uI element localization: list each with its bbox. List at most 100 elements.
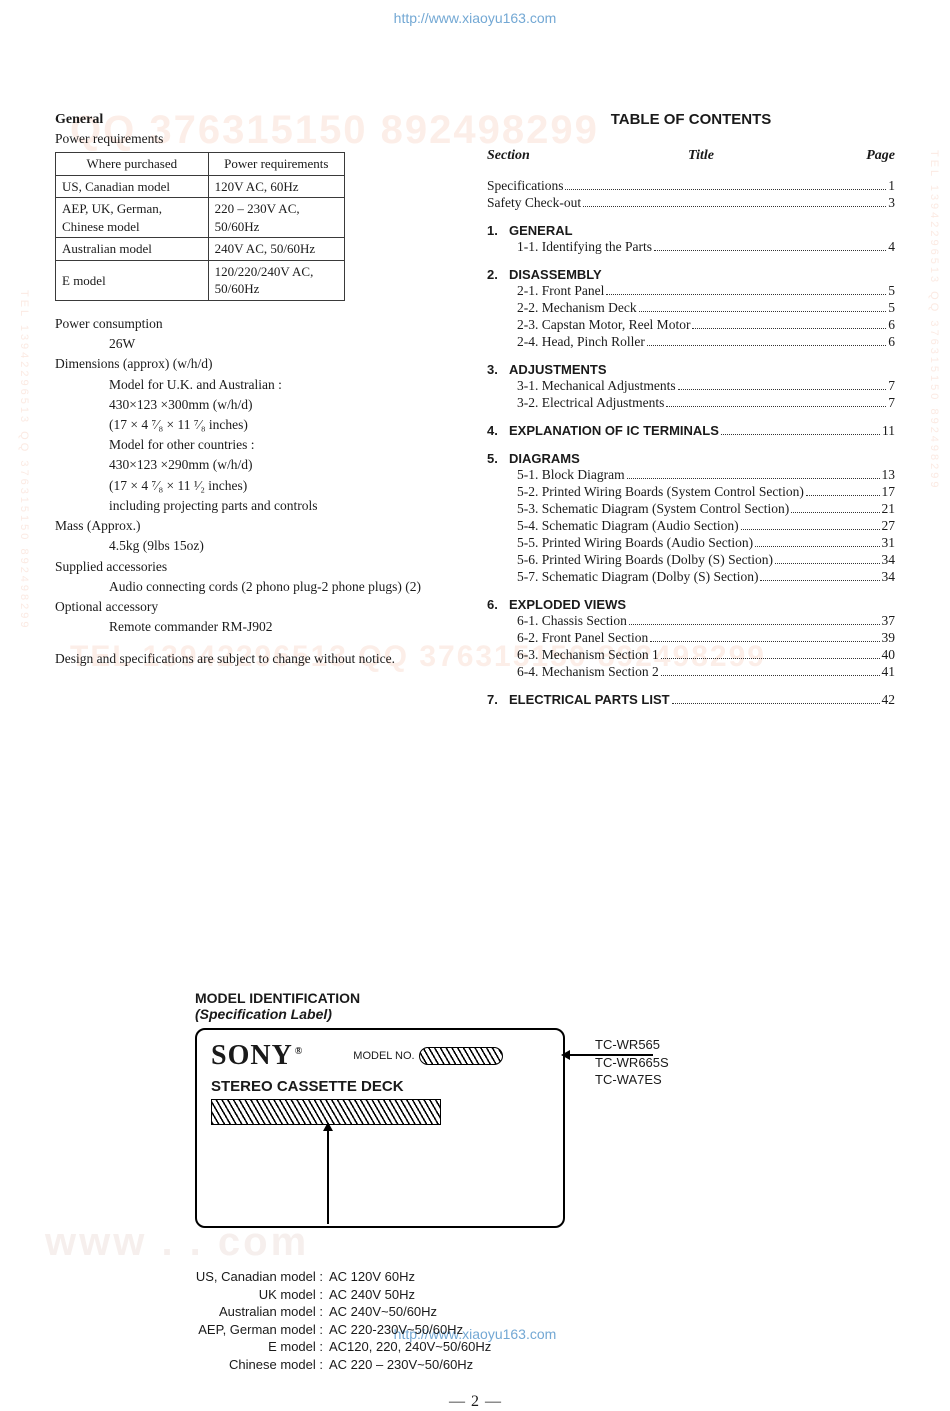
toc-page: 34	[882, 569, 896, 585]
toc-label: 3-1. Mechanical Adjustments	[517, 378, 676, 394]
toc-label: 2-2. Mechanism Deck	[517, 300, 637, 316]
power-consumption-label: Power consumption	[55, 315, 465, 333]
deck-title: STEREO CASSETTE DECK	[211, 1078, 549, 1095]
model-list: TC-WR565 TC-WR665S TC-WA7ES	[595, 1036, 669, 1089]
toc-entry: 3-2. Electrical Adjustments7	[487, 395, 895, 411]
toc-page: 27	[882, 518, 896, 534]
model-identification: MODEL IDENTIFICATION (Specification Labe…	[55, 990, 895, 1373]
toc-page: 7	[888, 378, 895, 394]
toc-page: 6	[888, 317, 895, 333]
toc-page: 13	[882, 467, 896, 483]
table-row: E model 120/220/240V AC, 50/60Hz	[56, 260, 345, 300]
toc-section: 7.ELECTRICAL PARTS LIST42	[487, 692, 895, 708]
toc-dots	[647, 345, 886, 346]
toc-page: 7	[888, 395, 895, 411]
toc-dots	[627, 478, 880, 479]
dim-uk-label: Model for U.K. and Australian :	[109, 376, 465, 394]
toc-label: 5-3. Schematic Diagram (System Control S…	[517, 501, 789, 517]
spec-label-value: AC120, 220, 240V~50/60Hz	[325, 1338, 491, 1356]
toc-dots	[721, 434, 880, 435]
dim-uk-in: (17 × 4 ⁷⁄₈ × 11 ⁷⁄₈ inches)	[109, 416, 465, 434]
toc-page: 41	[882, 664, 896, 680]
spec-label-row: Australian model :AC 240V~50/60Hz	[165, 1303, 895, 1321]
optional-acc-label: Optional accessory	[55, 598, 465, 616]
toc-dots	[678, 389, 887, 390]
general-title: General	[55, 111, 465, 130]
toc-label: Safety Check-out	[487, 195, 581, 211]
toc-label: 5-4. Schematic Diagram (Audio Section)	[517, 518, 739, 534]
optional-acc-value: Remote commander RM-J902	[109, 618, 465, 636]
toc-label: 6-1. Chassis Section	[517, 613, 627, 629]
supplied-acc-value: Audio connecting cords (2 phono plug-2 p…	[109, 578, 465, 596]
toc-title: TABLE OF CONTENTS	[487, 111, 895, 128]
toc-page: 4	[888, 239, 895, 255]
toc-dots	[741, 529, 880, 530]
toc-dots	[639, 311, 887, 312]
toc-entry: 6-3. Mechanism Section 1 40	[487, 647, 895, 663]
mass-label: Mass (Approx.)	[55, 517, 465, 535]
specification-label-box: SONY® MODEL NO. STEREO CASSETTE DECK	[195, 1028, 565, 1228]
spec-hatched-bar	[211, 1099, 441, 1125]
toc-label: 5-1. Block Diagram	[517, 467, 625, 483]
toc-entry: 5-7. Schematic Diagram (Dolby (S) Sectio…	[487, 569, 895, 585]
toc-entry: 2-4. Head, Pinch Roller6	[487, 334, 895, 350]
toc-dots	[583, 206, 886, 207]
dimensions-label: Dimensions (approx) (w/h/d)	[55, 355, 465, 373]
toc-entry: 5-4. Schematic Diagram (Audio Section) 27	[487, 518, 895, 534]
spec-label-value: AC 220-230V~50/60Hz	[325, 1321, 463, 1339]
toc-page: 3	[888, 195, 895, 211]
toc-entry: 5-1. Block Diagram 13	[487, 467, 895, 483]
toc-page: 40	[882, 647, 896, 663]
toc-page: 5	[888, 283, 895, 299]
toc-dots	[606, 294, 886, 295]
toc-label: 5-7. Schematic Diagram (Dolby (S) Sectio…	[517, 569, 758, 585]
sony-logo: SONY®	[211, 1040, 303, 1072]
toc-section-num: 6.	[487, 597, 509, 612]
spec-label-key: Australian model :	[165, 1303, 325, 1321]
arrow-left-icon	[563, 1054, 653, 1056]
toc-section-num: 1.	[487, 223, 509, 238]
toc-section-title: DISASSEMBLY	[509, 267, 602, 282]
model-no-hatched-icon	[419, 1047, 503, 1065]
spec-label-key: US, Canadian model :	[165, 1268, 325, 1286]
toc-entry: Safety Check-out 3	[487, 195, 895, 211]
toc-dots	[565, 189, 886, 190]
model-item: TC-WA7ES	[595, 1071, 669, 1089]
toc-section-num: 4.	[487, 423, 509, 438]
top-url: http://www.xiaoyu163.com	[55, 10, 895, 26]
toc-page: 31	[882, 535, 896, 551]
toc-entry: 2-1. Front Panel5	[487, 283, 895, 299]
dim-uk-mm: 430×123 ×300mm (w/h/d)	[109, 396, 465, 414]
toc-section-num: 7.	[487, 692, 509, 707]
design-notice: Design and specifications are subject to…	[55, 650, 465, 668]
toc-dots	[666, 406, 886, 407]
spec-label-key: UK model :	[165, 1286, 325, 1304]
spec-label-row: AEP, German model :AC 220-230V~50/60Hz	[165, 1321, 895, 1339]
toc-header: Section Title Page	[487, 148, 895, 164]
toc-section-title: EXPLODED VIEWS	[509, 597, 626, 612]
spec-label-value: AC 240V~50/60Hz	[325, 1303, 437, 1321]
toc-section: 2.DISASSEMBLY	[487, 267, 895, 282]
general-column: General Power requirements Where purchas…	[55, 111, 465, 720]
supplied-acc-label: Supplied accessories	[55, 558, 465, 576]
dim-other-mm: 430×123 ×290mm (w/h/d)	[109, 456, 465, 474]
power-requirements-table: Where purchased Power requirements US, C…	[55, 152, 345, 301]
toc-section: 1.GENERAL	[487, 223, 895, 238]
toc-header-title: Title	[557, 148, 845, 164]
toc-entry: 5-3. Schematic Diagram (System Control S…	[487, 501, 895, 517]
spec-label-row: E model :AC120, 220, 240V~50/60Hz	[165, 1338, 895, 1356]
toc-label: 1-1. Identifying the Parts	[517, 239, 652, 255]
spec-label-list: US, Canadian model :AC 120V 60HzUK model…	[165, 1268, 895, 1373]
toc-label: 5-5. Printed Wiring Boards (Audio Sectio…	[517, 535, 753, 551]
spec-label-key: E model :	[165, 1338, 325, 1356]
toc-page: 39	[882, 630, 896, 646]
toc-dots	[692, 328, 886, 329]
toc-label: 5-2. Printed Wiring Boards (System Contr…	[517, 484, 804, 500]
toc-label: 6-3. Mechanism Section 1	[517, 647, 659, 663]
spec-label-value: AC 240V 50Hz	[325, 1286, 415, 1304]
toc-page: 6	[888, 334, 895, 350]
toc-dots	[654, 250, 886, 251]
toc-section-title: ELECTRICAL PARTS LIST	[509, 692, 670, 707]
toc-page: 37	[882, 613, 896, 629]
toc-entry: 2-2. Mechanism Deck5	[487, 300, 895, 316]
